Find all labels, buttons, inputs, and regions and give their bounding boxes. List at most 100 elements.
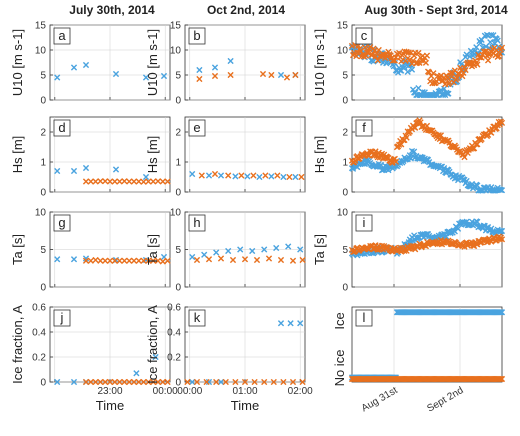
- data-point: [164, 257, 171, 264]
- y-tick-label: 0: [175, 378, 181, 389]
- data-point: [225, 247, 232, 255]
- data-point: [253, 256, 261, 264]
- data-point: [277, 71, 285, 79]
- y-tick-label: 5: [40, 245, 46, 256]
- data-point: [97, 178, 104, 185]
- data-point: [229, 256, 237, 264]
- data-point: [299, 378, 306, 386]
- data-point: [270, 378, 277, 386]
- data-point: [217, 172, 225, 179]
- data-point: [142, 173, 150, 181]
- panel-k: 00:00 01:00 02:00 0 0.2 0.4 0.6 Ice fraction, A…: [145, 303, 313, 414]
- y-tick-label: 10: [337, 46, 349, 57]
- panel-letter-box: [53, 119, 71, 137]
- panel-letter-box: [188, 214, 206, 232]
- y-tick-label: 10: [35, 208, 47, 219]
- y-tick-label: 2: [342, 128, 348, 139]
- data-point: [277, 256, 285, 264]
- data-point: [116, 378, 123, 386]
- data-point: [135, 257, 142, 264]
- panel-letter: i: [363, 215, 366, 230]
- data-point: [106, 378, 114, 386]
- data-point: [82, 164, 90, 172]
- y-tick-label: 0: [40, 283, 46, 294]
- y-axis-label: U10 [m s-1]: [10, 29, 25, 96]
- x-tick-label: 02:00: [288, 386, 313, 397]
- data-point: [408, 66, 416, 73]
- panel-letter: d: [58, 120, 65, 135]
- panel-i: 0 5 10 Ta [s] i: [312, 208, 506, 294]
- panel-c: 0 5 10 15 U10 [m s-1] c: [312, 21, 506, 107]
- x-axis-label: Time: [96, 398, 124, 413]
- y-axis-label: Hs [m]: [312, 136, 327, 174]
- data-point: [259, 70, 267, 78]
- data-point: [484, 57, 492, 64]
- data-point: [261, 378, 268, 386]
- data-point: [299, 256, 306, 264]
- data-point: [474, 218, 481, 225]
- panel-letter: k: [194, 310, 201, 325]
- y-tick-label: 0.6: [32, 303, 46, 314]
- y-axis-label: Ta [s]: [145, 234, 160, 265]
- data-point: [412, 124, 419, 131]
- y-tick-label: 15: [170, 21, 182, 32]
- data-point: [423, 52, 431, 59]
- panel-f: 0 1 2 Hs [m] f: [312, 116, 506, 199]
- data-point: [106, 257, 114, 264]
- data-point: [497, 375, 505, 383]
- y-tick-label: 0: [342, 96, 348, 107]
- panel-letter-box: [355, 27, 373, 45]
- data-point: [205, 256, 213, 263]
- data-point: [498, 44, 506, 51]
- data-point: [70, 378, 78, 386]
- data-point: [112, 70, 120, 78]
- data-point: [145, 178, 152, 185]
- data-point: [232, 378, 239, 386]
- data-point: [150, 257, 157, 264]
- y-tick-label: 0: [342, 283, 348, 294]
- data-point: [273, 244, 280, 252]
- data-point: [130, 178, 138, 185]
- panel-letter: f: [362, 120, 366, 135]
- data-point: [102, 178, 109, 185]
- x-tick-label: 00:00: [177, 386, 202, 397]
- data-point: [256, 173, 263, 181]
- data-point: [227, 57, 234, 65]
- data-point: [372, 148, 379, 155]
- data-point: [441, 85, 448, 92]
- data-point: [444, 75, 451, 82]
- data-point: [121, 178, 128, 185]
- data-point: [297, 320, 304, 327]
- data-point: [370, 58, 377, 65]
- y-tick-label: 15: [35, 21, 47, 32]
- data-point: [140, 378, 147, 386]
- data-point: [217, 378, 225, 386]
- data-point: [70, 167, 78, 175]
- data-point: [437, 72, 445, 79]
- data-point: [454, 225, 462, 232]
- data-point: [488, 31, 495, 39]
- data-point: [106, 178, 114, 185]
- panel-letter-box: [53, 214, 71, 232]
- y-tick-label: 2: [175, 128, 181, 139]
- data-point: [280, 378, 287, 386]
- data-point: [265, 255, 273, 262]
- data-point: [154, 178, 162, 185]
- data-point: [289, 257, 297, 264]
- data-point: [92, 256, 99, 264]
- data-point: [498, 187, 506, 194]
- data-point: [463, 177, 470, 185]
- panel-letter-box: [53, 309, 71, 327]
- data-point: [102, 257, 109, 264]
- data-point: [280, 173, 287, 181]
- data-point: [462, 66, 469, 74]
- y-tick-label: 10: [337, 208, 349, 219]
- data-point: [126, 257, 133, 264]
- data-point: [130, 378, 138, 386]
- data-point: [193, 378, 201, 386]
- panel-h: 0 5 10 Ta [s] h: [145, 208, 306, 294]
- data-point: [145, 378, 152, 386]
- data-point: [487, 39, 494, 46]
- data-point: [92, 378, 99, 386]
- data-point: [54, 167, 61, 175]
